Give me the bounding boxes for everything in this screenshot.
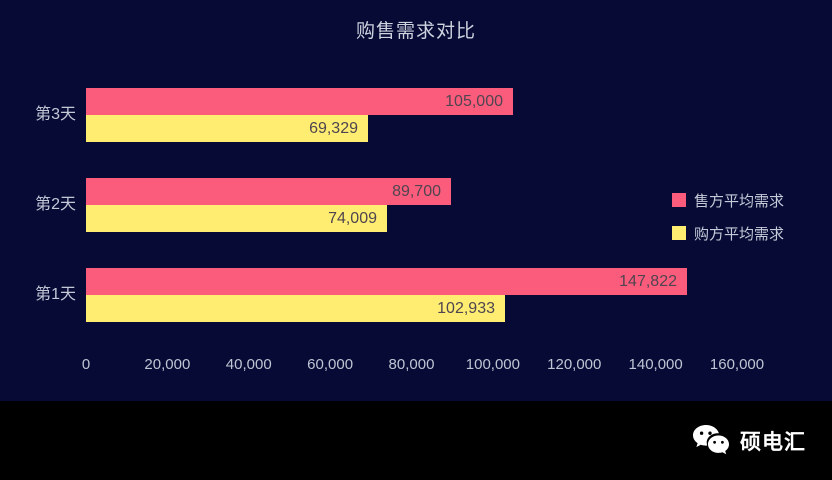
bar-value-label: 102,933	[437, 300, 495, 317]
x-axis-tick: 120,000	[547, 356, 602, 373]
x-axis-tick: 20,000	[144, 356, 191, 373]
buyer-bar: 102,933	[86, 295, 505, 322]
legend-swatch	[672, 226, 686, 240]
legend-swatch	[672, 193, 686, 207]
seller-bar: 105,000	[86, 88, 513, 115]
bar-value-label: 69,329	[309, 120, 358, 137]
chart-title: 购售需求对比	[355, 21, 476, 42]
buyer-bar: 74,009	[86, 205, 387, 232]
x-axis: 0 20,000 40,000 60,000 80,000 100,000 120,000 1…	[0, 356, 832, 376]
buyer-bar: 69,329	[86, 115, 368, 142]
category-label: 第1天	[35, 286, 76, 303]
x-axis-tick: 60,000	[307, 356, 354, 373]
brand: 硕电汇	[692, 424, 806, 458]
x-axis-tick: 140,000	[628, 356, 683, 373]
legend-label: 购方平均需求	[694, 225, 785, 243]
x-axis-tick: 100,000	[465, 356, 520, 373]
seller-bar: 89,700	[86, 178, 451, 205]
seller-bar: 147,822	[86, 268, 687, 295]
bar-chart: 购售需求对比 第3天 105,000 69,329 第2天 89,700 74,009 第1…	[0, 0, 832, 401]
legend-label: 售方平均需求	[694, 192, 785, 210]
bar-group-1: 第2天 89,700 74,009	[0, 178, 832, 232]
category-label: 第3天	[35, 106, 76, 123]
bar-value-label: 147,822	[619, 273, 677, 290]
legend-item-0[interactable]: 售方平均需求	[672, 192, 785, 210]
bar-group-0: 第3天 105,000 69,329	[0, 88, 832, 142]
footer: 硕电汇	[0, 401, 832, 480]
bar-value-label: 74,009	[328, 210, 377, 227]
x-axis-tick: 40,000	[225, 356, 272, 373]
legend: 售方平均需求 购方平均需求	[672, 192, 784, 258]
legend-item-1[interactable]: 购方平均需求	[672, 225, 785, 243]
bar-group-2: 第1天 147,822 102,933	[0, 268, 832, 322]
x-axis-tick: 80,000	[388, 356, 435, 373]
brand-name: 硕电汇	[740, 430, 806, 454]
category-label: 第2天	[35, 196, 76, 213]
bar-value-label: 89,700	[392, 183, 441, 200]
x-axis-tick: 160,000	[709, 356, 765, 373]
wechat-icon	[692, 424, 740, 458]
x-axis-tick: 0	[81, 356, 91, 373]
bar-value-label: 105,000	[445, 93, 503, 110]
